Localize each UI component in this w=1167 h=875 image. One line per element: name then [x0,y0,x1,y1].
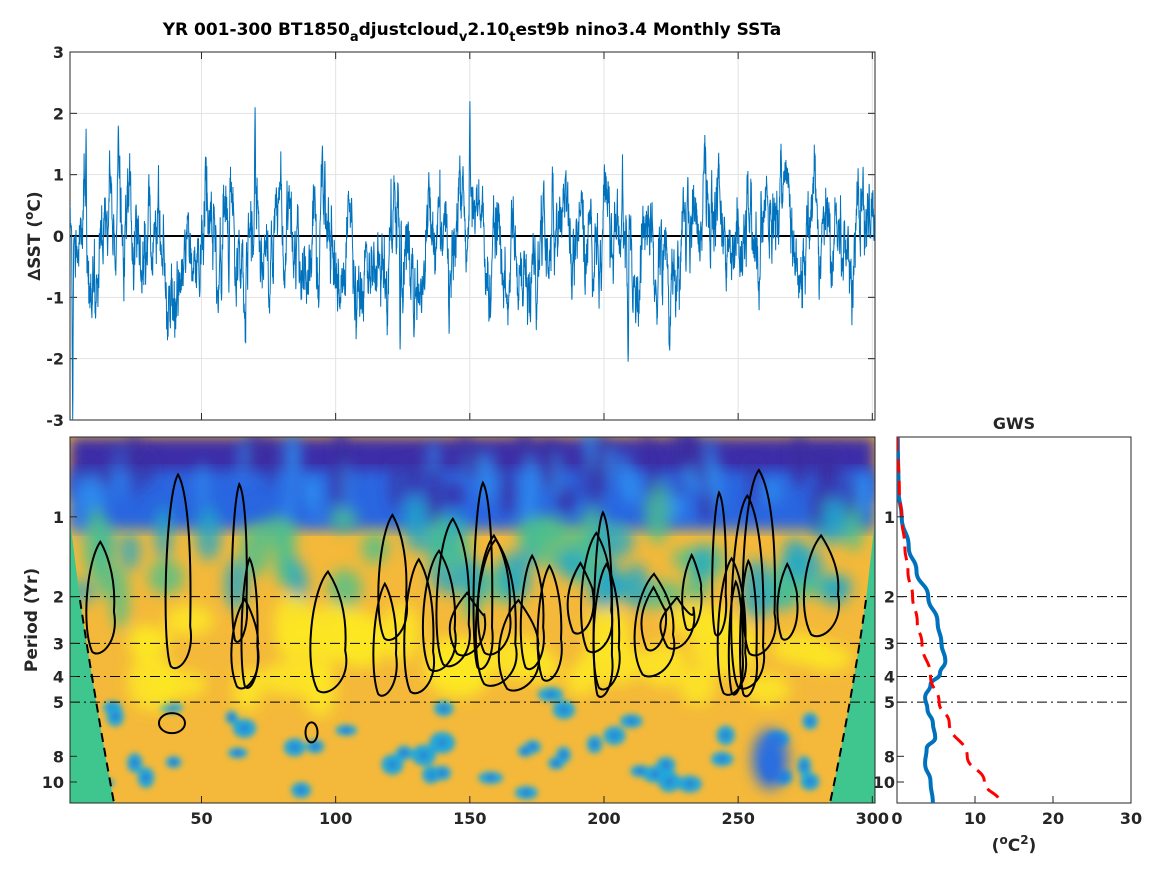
gws-axes-box [896,436,1132,804]
gws-xtick-label: 20 [1042,809,1064,828]
gws-xlabel: (oC2) [992,833,1037,856]
wavelet-xtick-label: 200 [587,809,620,828]
significance-level-line [897,437,1002,803]
wavelet-xticks: 50 100 150 200 250 300 [190,796,889,828]
wavelet-axes-box [69,436,876,804]
significance-contours [85,468,841,744]
gws-ytick-label: 1 [884,508,895,527]
wavelet-ytick-label: 3 [53,634,64,653]
timeseries-ytick-label: 1 [53,166,64,185]
timeseries-ylabel: ∆SST (oC) [22,191,45,280]
cone-of-influence-left [70,520,114,803]
wavelet-ytick-label: 5 [53,693,64,712]
timeseries-ytick-label: 2 [53,104,64,123]
wavelet-ytick-label: 10 [42,773,64,792]
wavelet-xtick-label: 150 [453,809,486,828]
wavelet-yticks: 1 2 3 4 5 8 10 [42,508,77,792]
gws-ytick-label: 8 [884,747,895,766]
wavelet-xtick-label: 250 [721,809,754,828]
timeseries-ytick-label: -1 [46,288,64,307]
gws-panel: GWS 1 2 3 4 5 8 10 0 10 20 30 (oC2) [873,414,1142,856]
wavelet-panel: 1 2 3 4 5 8 10 50 100 150 200 250 300 Period (Yr) [22,436,889,828]
cone-of-influence-right [830,520,875,803]
gws-ytick-label: 5 [884,693,895,712]
gws-xticks: 0 10 20 30 [891,796,1142,828]
wavelet-ytick-label: 8 [53,747,64,766]
chart-title: YR 001-300 BT1850adjustcloudv2.10test9b … [162,20,782,45]
gws-xtick-label: 0 [891,809,902,828]
timeseries-panel: 3 2 1 0 -1 -2 -3 ∆SST (oC) [22,43,876,430]
wavelet-ytick-label: 1 [53,508,64,527]
wavelet-ytick-label: 4 [53,667,64,686]
reference-period-lines [70,596,875,703]
timeseries-yticks: 3 2 1 0 -1 -2 -3 [46,43,875,430]
timeseries-ytick-label: 0 [53,227,64,246]
timeseries-ytick-label: -3 [46,411,64,430]
sst-anomaly-series [70,101,875,420]
gws-xtick-label: 10 [964,809,986,828]
wavelet-xtick-label: 300 [856,809,889,828]
wavelet-power-field [70,437,875,803]
global-wavelet-spectrum-line [897,437,948,803]
gws-ytick-label: 2 [884,588,895,607]
wavelet-xtick-label: 100 [319,809,352,828]
timeseries-ytick-label: 3 [53,43,64,62]
wavelet-ylabel: Period (Yr) [22,568,42,672]
gws-xtick-label: 30 [1120,809,1142,828]
gws-ytick-label: 3 [884,634,895,653]
gws-yticks: 1 2 3 4 5 8 10 [873,508,904,792]
timeseries-ytick-label: -2 [46,350,64,369]
gws-reference-lines [897,596,1131,703]
gws-ytick-label: 4 [884,667,895,686]
wavelet-xtick-label: 50 [190,809,212,828]
wavelet-ytick-label: 2 [53,588,64,607]
gws-title: GWS [993,414,1035,433]
gws-ytick-label: 10 [873,773,895,792]
